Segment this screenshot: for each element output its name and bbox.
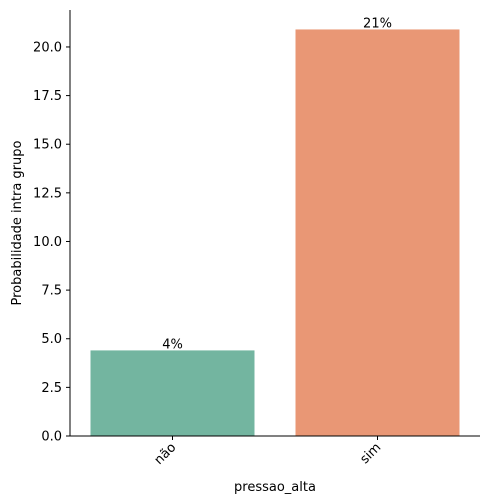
data-labels-group: 4% 21% — [162, 16, 392, 352]
x-axis-label: pressao_alta — [234, 480, 316, 495]
y-tick-label-7: 17.5 — [33, 89, 62, 104]
y-tick-label-5: 12.5 — [33, 186, 62, 201]
x-ticks-group: não sim — [152, 436, 384, 468]
y-tick-label-3: 7.5 — [41, 284, 62, 299]
y-axis-label: Probabilidade intra grupo — [10, 140, 25, 305]
y-tick-label-2: 5.0 — [41, 332, 62, 347]
y-tick-label-6: 15.0 — [33, 138, 62, 153]
bars-group — [90, 29, 460, 436]
data-label-1: 21% — [363, 16, 392, 31]
x-tick-label-0: não — [152, 440, 180, 468]
y-tick-label-4: 10.0 — [33, 235, 62, 250]
bar-0 — [90, 350, 255, 436]
x-tick-label-1: sim — [357, 440, 384, 467]
y-tick-label-0: 0.0 — [41, 430, 62, 445]
bar-1 — [295, 29, 460, 436]
y-tick-label-8: 20.0 — [33, 40, 62, 55]
y-tick-label-1: 2.5 — [41, 381, 62, 396]
data-label-0: 4% — [162, 337, 183, 352]
plot-area: 4% 21% 0.0 2.5 5.0 7.5 10.0 12.5 15.0 17.5 20.0 n… — [33, 10, 480, 468]
y-ticks-group: 0.0 2.5 5.0 7.5 10.0 12.5 15.0 17.5 20.0 — [33, 40, 70, 445]
